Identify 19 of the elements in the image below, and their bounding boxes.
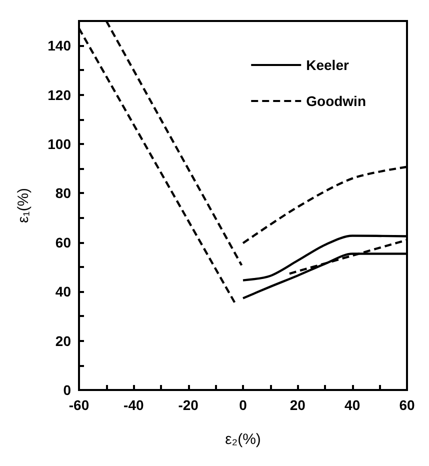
y-tick-label: 100 <box>48 136 72 152</box>
x-tick-label: -60 <box>68 397 90 413</box>
x-tick-label: -40 <box>124 397 144 413</box>
y-tick-label: 80 <box>55 185 72 202</box>
y-tick-label: 140 <box>48 38 72 54</box>
y-axis-title: ε₁(%) <box>15 188 32 224</box>
x-tick-label: 0 <box>239 397 248 413</box>
y-tick-label: 20 <box>55 332 72 349</box>
x-axis-title: ε₂(%) <box>225 431 261 448</box>
y-tick-label: 0 <box>63 382 72 398</box>
legend-label: Keeler <box>306 57 350 73</box>
x-tick-label: 40 <box>344 397 360 413</box>
x-tick-label: -20 <box>178 397 199 413</box>
x-tick-label: 20 <box>290 397 306 413</box>
y-tick-label: 60 <box>55 234 72 250</box>
x-tick-label: 60 <box>399 397 415 413</box>
legend-label: Goodwin <box>306 93 366 109</box>
y-tick-label: 40 <box>55 284 72 300</box>
y-tick-label: 120 <box>48 86 72 103</box>
